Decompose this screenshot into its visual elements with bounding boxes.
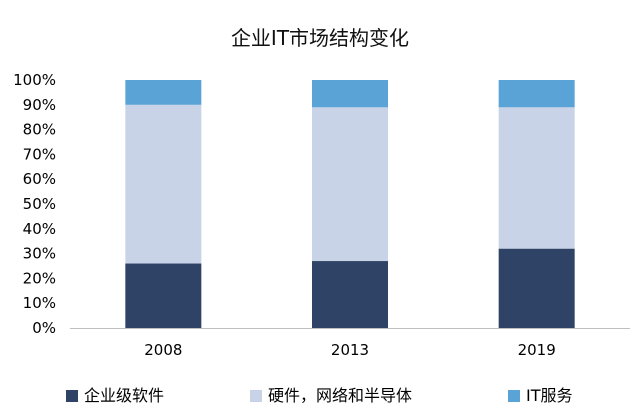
bar-group-2008: [125, 80, 202, 328]
chart-title: 企业IT市场结构变化: [230, 26, 410, 50]
bar-segment: [498, 248, 575, 328]
y-axis: 0% 10% 20% 30% 40% 50% 60% 70% 80% 90% 100%: [13, 71, 56, 337]
bar-segment: [498, 107, 575, 249]
legend-item: 企业级软件: [66, 386, 164, 405]
bar-group-2019: [498, 80, 575, 328]
y-tick-label: 20%: [23, 269, 56, 287]
x-axis: 2008 2013 2019: [70, 328, 630, 359]
x-tick-label: 2019: [518, 341, 556, 359]
y-tick-label: 100%: [13, 71, 56, 89]
bar-segment: [312, 107, 388, 262]
y-tick-label: 90%: [23, 96, 56, 114]
bar-segment: [125, 80, 202, 105]
y-tick-label: 10%: [23, 294, 56, 312]
bar-segment: [125, 104, 202, 264]
y-tick-label: 50%: [23, 195, 56, 213]
x-tick-label: 2013: [331, 341, 369, 359]
bar-group-2013: [312, 80, 388, 328]
legend-swatch: [250, 390, 262, 402]
y-tick-label: 80%: [23, 121, 56, 139]
y-tick-label: 70%: [23, 145, 56, 163]
y-tick-label: 30%: [23, 245, 56, 263]
bars: [125, 80, 575, 328]
x-tick-label: 2008: [144, 341, 182, 359]
legend-item: 硬件，网络和半导体: [250, 386, 412, 405]
legend-swatch: [508, 390, 520, 402]
legend-label: IT服务: [526, 386, 573, 405]
bar-segment: [312, 261, 388, 328]
legend-label: 企业级软件: [84, 386, 164, 405]
bar-segment: [312, 80, 388, 108]
legend-label: 硬件，网络和半导体: [268, 386, 412, 405]
legend-item: IT服务: [508, 386, 573, 405]
y-tick-label: 40%: [23, 220, 56, 238]
y-tick-label: 0%: [32, 319, 56, 337]
bar-segment: [125, 263, 202, 328]
legend: 企业级软件 硬件，网络和半导体 IT服务: [66, 386, 573, 405]
bar-segment: [498, 80, 575, 108]
legend-swatch: [66, 390, 78, 402]
y-tick-label: 60%: [23, 170, 56, 188]
